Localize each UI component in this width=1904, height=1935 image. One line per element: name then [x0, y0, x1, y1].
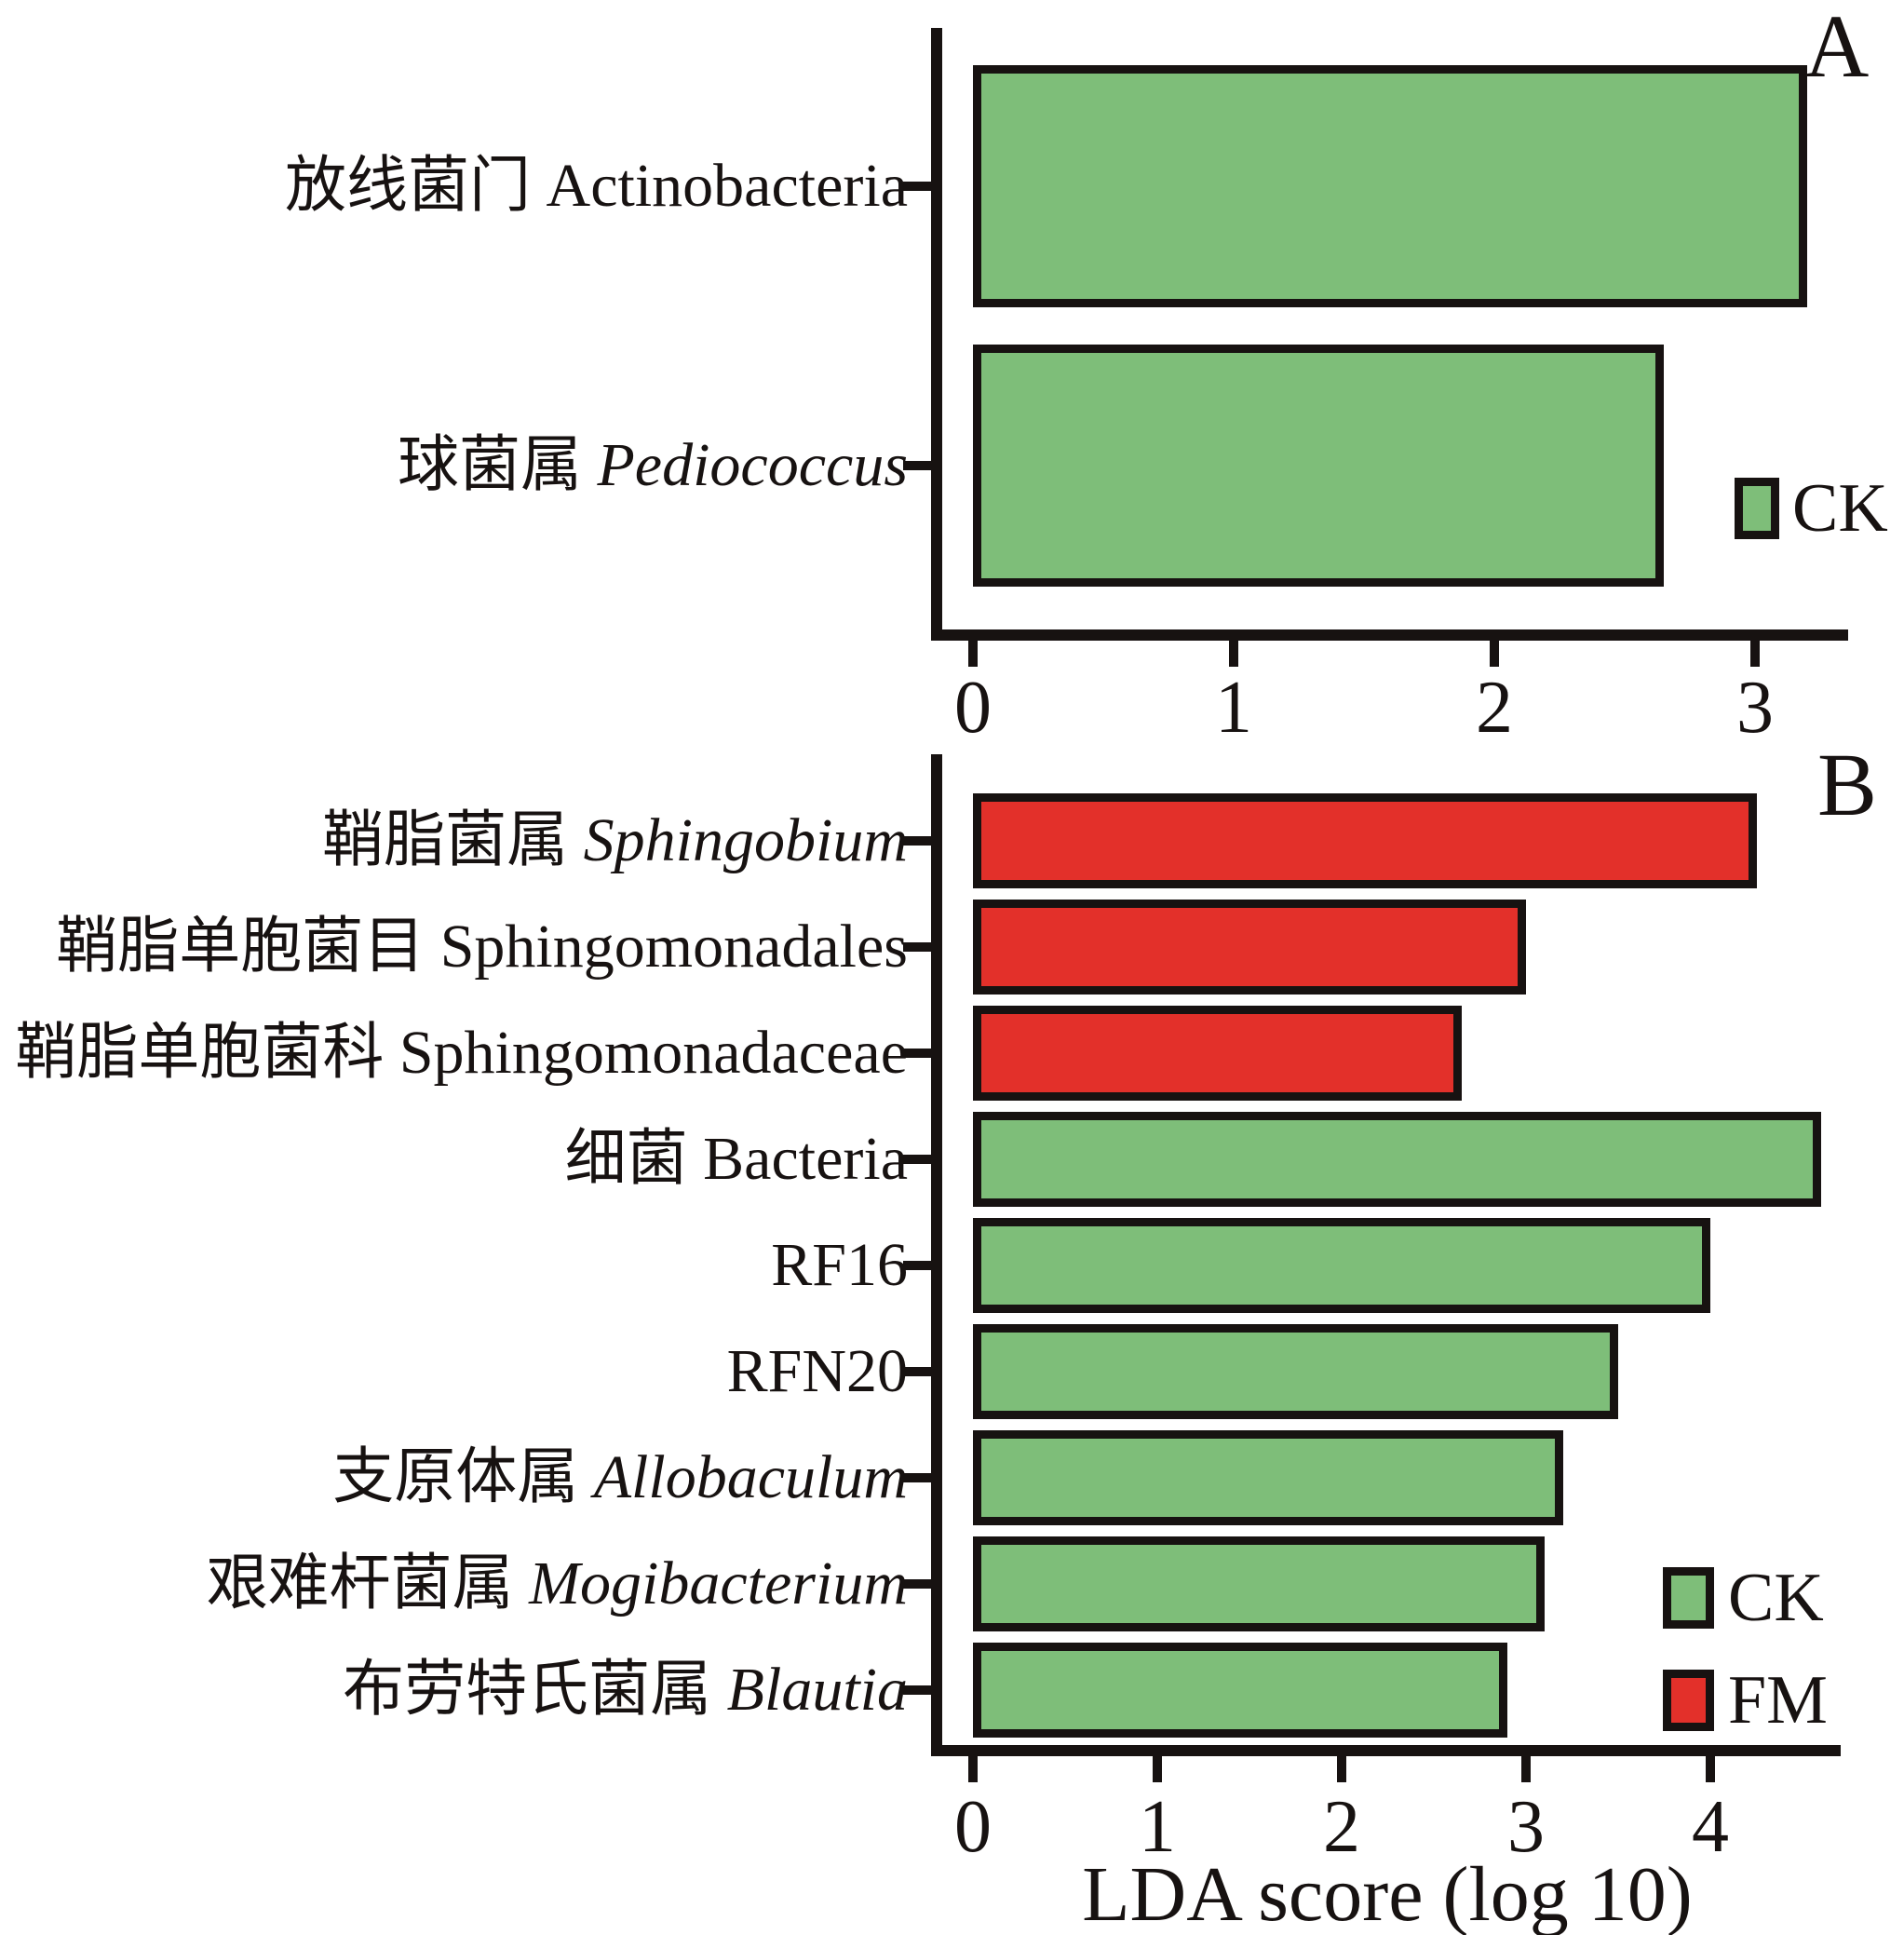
bar-mogibacterium [973, 1536, 1545, 1631]
bar-sphingobium [973, 793, 1757, 888]
panel-b-x-axis [931, 1745, 1841, 1756]
panel-a-x-tick [968, 641, 978, 667]
panel-b-x-tick [1337, 1756, 1346, 1782]
panel-b-x-tick-label: 3 [1507, 1786, 1545, 1868]
panel-a-x-tick-label: 0 [954, 667, 992, 749]
panel-letter-b: B [1817, 735, 1878, 834]
row-label-sphingobium: 鞘脂菌属 Sphingobium [0, 804, 908, 878]
legend-label-fm: FM [1728, 1662, 1828, 1739]
row-label-rfn20: RFN20 [0, 1334, 908, 1409]
legend-swatch-ck [1735, 478, 1779, 539]
panel-a-x-tick [1750, 641, 1760, 667]
row-label-latin: Actinobacteria [546, 152, 908, 220]
row-label-latin: Bacteria [703, 1125, 908, 1193]
panel-b-y-tick [903, 1049, 931, 1058]
bar-sphingomonadales [973, 900, 1526, 995]
row-label-rf16: RF16 [0, 1228, 908, 1303]
bar-rfn20 [973, 1324, 1618, 1419]
panel-b-y-axis [931, 754, 942, 1756]
panel-b-x-tick [968, 1756, 978, 1782]
panel-a-x-tick [1229, 641, 1238, 667]
panel-a-x-tick-label: 1 [1215, 667, 1252, 749]
row-label-zh: 布劳特氏菌属 [343, 1656, 727, 1724]
legend-swatch-ck [1663, 1567, 1714, 1629]
panel-a-x-tick [1490, 641, 1499, 667]
legend-swatch-fm [1663, 1670, 1714, 1731]
row-label-latin: Mogibacterium [529, 1549, 908, 1617]
row-label-latin: Sphingomonadales [439, 913, 908, 981]
panel-b-x-tick [1521, 1756, 1531, 1782]
panel-b-x-tick-label: 2 [1323, 1786, 1360, 1868]
panel-b-y-tick [903, 942, 931, 952]
row-label-zh: 鞘脂单胞菌科 [15, 1019, 399, 1087]
panel-b-y-tick [903, 1155, 931, 1164]
panel-b-y-tick [903, 1685, 931, 1695]
panel-b-y-tick [903, 1579, 931, 1589]
panel-b-y-tick [903, 1261, 931, 1270]
row-label-latin: RFN20 [726, 1337, 908, 1405]
panel-b-y-tick [903, 1367, 931, 1376]
row-label-sphingomonadaceae: 鞘脂单胞菌科 Sphingomonadaceae [0, 1016, 908, 1090]
panel-a-y-tick [903, 182, 931, 191]
row-label-blautia: 布劳特氏菌属 Blautia [0, 1653, 908, 1727]
row-label-latin: Sphingobium [583, 806, 908, 874]
panel-b-x-tick [1153, 1756, 1162, 1782]
row-label-latin: RF16 [771, 1231, 908, 1299]
panel-b-x-tick-label: 4 [1692, 1786, 1729, 1868]
row-label-sphingomonadales: 鞘脂单胞菌目 Sphingomonadales [0, 910, 908, 984]
row-label-mogibacterium: 艰难杆菌属 Mogibacterium [0, 1547, 908, 1621]
panel-a-y-axis [931, 28, 942, 641]
row-label-bacteria: 细菌 Bacteria [0, 1122, 908, 1197]
legend-label-ck: CK [1792, 470, 1888, 547]
bar-bacteria [973, 1112, 1821, 1207]
bar-pediococcus [973, 345, 1664, 587]
bar-allobaculum [973, 1430, 1563, 1525]
row-label-zh: 支原体属 [332, 1443, 594, 1511]
row-label-allobaculum: 支原体属 Allobaculum [0, 1441, 908, 1515]
panel-b-x-tick-label: 1 [1139, 1786, 1176, 1868]
row-label-latin: Blautia [726, 1656, 908, 1724]
row-label-zh: 鞘脂菌属 [322, 806, 584, 874]
panel-b-x-tick-label: 0 [954, 1786, 992, 1868]
row-label-zh: 艰难杆菌属 [206, 1549, 530, 1617]
panel-letter-a: A [1804, 0, 1870, 96]
bar-actinobacteria [973, 65, 1807, 307]
row-label-zh: 球菌属 [397, 431, 598, 499]
row-label-latin: Allobaculum [593, 1443, 908, 1511]
panel-b-y-tick [903, 836, 931, 846]
bar-sphingomonadaceae [973, 1006, 1462, 1101]
panel-b-y-tick [903, 1473, 931, 1482]
panel-a-x-tick-label: 2 [1476, 667, 1513, 749]
row-label-pediococcus: 球菌属 Pediococcus [0, 428, 908, 503]
row-label-actinobacteria: 放线菌门 Actinobacteria [0, 149, 908, 223]
legend-label-ck: CK [1728, 1560, 1824, 1636]
row-label-latin: Pediococcus [597, 431, 908, 499]
row-label-zh: 细菌 [564, 1125, 704, 1193]
panel-a-y-tick [903, 461, 931, 470]
row-label-zh: 放线菌门 [285, 152, 547, 220]
bar-blautia [973, 1643, 1507, 1738]
panel-b-x-tick [1706, 1756, 1715, 1782]
panel-a-x-tick-label: 3 [1736, 667, 1774, 749]
row-label-latin: Sphingomonadaceae [398, 1019, 908, 1087]
bar-rf16 [973, 1218, 1710, 1313]
row-label-zh: 鞘脂单胞菌目 [56, 913, 440, 981]
panel-a-x-axis [931, 629, 1848, 641]
x-axis-title: LDA score (log 10) [1082, 1851, 1693, 1935]
